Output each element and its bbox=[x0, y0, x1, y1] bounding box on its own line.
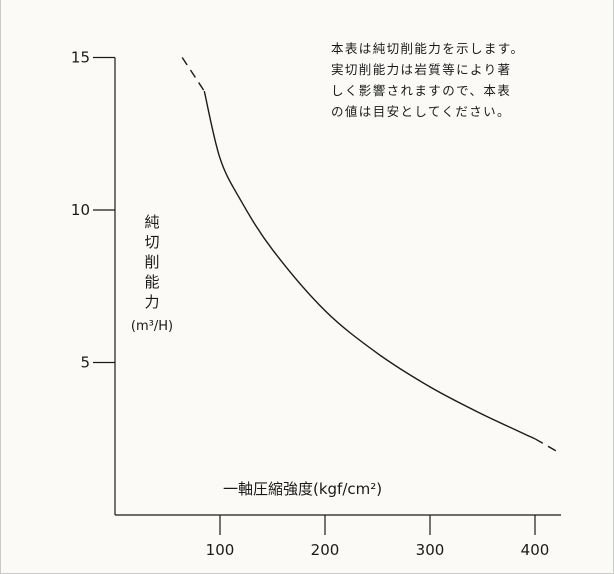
curve-line bbox=[203, 90, 536, 440]
chart-axes bbox=[114, 57, 561, 516]
x-ticks: 100 200 300 400 bbox=[206, 515, 550, 559]
x-tick-label: 200 bbox=[311, 541, 340, 559]
note-line: しく影響されますので、本表 bbox=[331, 83, 512, 98]
y-axis-title-char: 能 bbox=[144, 273, 160, 291]
curve-extrapolated-start bbox=[181, 57, 205, 92]
curve-extrapolated-end bbox=[534, 438, 557, 452]
x-tick-label: 400 bbox=[521, 541, 550, 559]
note-line: の値は目安としてください。 bbox=[331, 104, 511, 119]
x-tick-label: 300 bbox=[416, 541, 445, 559]
x-axis-label: 一軸圧縮強度(kgf/cm²) bbox=[223, 480, 383, 498]
chart-note: 本表は純切削能力を示します。 実切削能力は岩質等により著 しく影響されますので、… bbox=[331, 38, 571, 122]
data-series bbox=[181, 57, 557, 452]
y-axis-title-char: 純 bbox=[144, 213, 160, 231]
y-ticks: 5 10 15 bbox=[71, 49, 115, 372]
y-tick-label: 10 bbox=[71, 201, 90, 219]
y-axis-title-char: 力 bbox=[144, 293, 160, 311]
note-line: 本表は純切削能力を示します。 bbox=[331, 41, 525, 56]
y-tick-label: 15 bbox=[71, 49, 90, 67]
x-tick-label: 100 bbox=[206, 541, 235, 559]
y-axis-label: 純切削能力 (m³/H) bbox=[119, 212, 185, 336]
y-axis-title-char: 切 bbox=[144, 233, 160, 251]
y-axis-title-char: 削 bbox=[144, 253, 160, 271]
y-axis-unit: (m³/H) bbox=[130, 319, 174, 334]
note-line: 実切削能力は岩質等により著 bbox=[331, 62, 512, 77]
y-tick-label: 5 bbox=[80, 354, 90, 372]
y-axis-title: 純切削能力 bbox=[119, 212, 185, 312]
